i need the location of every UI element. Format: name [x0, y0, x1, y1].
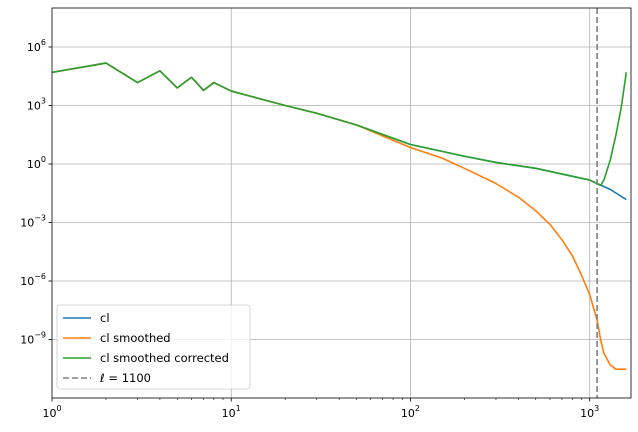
- legend-box: [56, 304, 251, 390]
- x-tick-base: 10: [42, 407, 56, 420]
- x-tick-label: 101: [222, 404, 241, 420]
- y-tick-label: 106: [27, 38, 46, 54]
- y-tick-base: 10: [20, 217, 34, 230]
- axes-frame: [51, 7, 632, 399]
- legend: cl cl smoothed cl smoothed corrected ℓ = 11…: [56, 304, 251, 390]
- y-tick-base: 10: [27, 41, 41, 54]
- y-tick-exponent: −9: [34, 331, 46, 340]
- x-axis: 100 101 102 103: [42, 398, 599, 420]
- x-tick-label: 103: [580, 404, 599, 420]
- x-tick-exponent: 0: [56, 404, 61, 413]
- y-tick-base: 10: [20, 334, 34, 347]
- y-tick-label: 10−6: [20, 272, 46, 288]
- legend-label: cl smoothed: [100, 331, 171, 345]
- y-tick-exponent: −6: [34, 272, 46, 281]
- series-line-cl-smoothed-corrected: [51, 62, 628, 187]
- legend-label: ℓ = 1100: [99, 371, 151, 385]
- y-tick-label: 100: [27, 155, 46, 171]
- x-tick-label: 102: [401, 404, 420, 420]
- x-tick-label: 100: [42, 404, 61, 420]
- y-tick-label: 10−9: [20, 331, 46, 347]
- y-tick-exponent: 0: [41, 155, 46, 164]
- legend-label: cl: [100, 311, 110, 325]
- x-tick-base: 10: [222, 407, 236, 420]
- x-tick-exponent: 2: [415, 404, 420, 413]
- y-tick-base: 10: [27, 158, 41, 171]
- y-tick-exponent: 6: [41, 38, 46, 47]
- x-tick-exponent: 3: [594, 404, 599, 413]
- x-tick-exponent: 1: [236, 404, 241, 413]
- x-tick-base: 10: [580, 407, 594, 420]
- y-tick-exponent: −3: [34, 214, 46, 223]
- y-tick-base: 10: [20, 275, 34, 288]
- x-tick-base: 10: [401, 407, 415, 420]
- y-tick-base: 10: [27, 100, 41, 113]
- plot-series: [51, 62, 628, 370]
- legend-label: cl smoothed corrected: [100, 351, 229, 365]
- y-tick-exponent: 3: [41, 97, 46, 106]
- y-tick-label: 103: [27, 97, 46, 113]
- y-tick-label: 10−3: [20, 214, 46, 230]
